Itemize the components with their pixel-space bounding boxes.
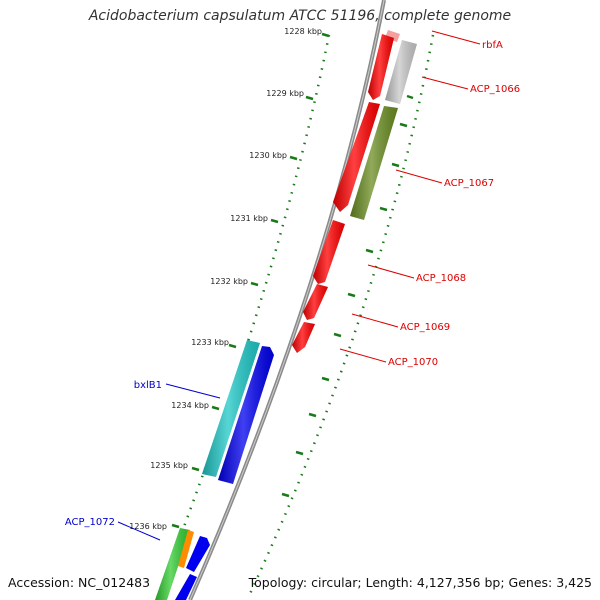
label-leader-lines — [117, 30, 481, 541]
ruler-labels: 1228 kbp 1229 kbp 1230 kbp 1231 kbp 1232… — [129, 27, 322, 531]
reverse-cds-track — [155, 40, 417, 600]
gene-label-ACP_1069[interactable]: ACP_1069 — [400, 322, 450, 333]
gene-labels: rbfA ACP_1066 ACP_1067 ACP_1068 ACP_1069… — [65, 40, 520, 528]
topology-text: Topology: circular; Length: 4,127,356 bp… — [248, 575, 592, 590]
gene-label-bxlB1[interactable]: bxlB1 — [134, 380, 162, 391]
cds-arrow-blue-2[interactable] — [186, 536, 210, 572]
ruler-tick-label: 1235 kbp — [150, 461, 188, 470]
outer-dotted-arc — [155, 34, 331, 599]
ruler-tick-label: 1233 kbp — [191, 338, 229, 347]
cds-arrow-orange[interactable] — [178, 530, 194, 568]
cds-arrow-blue-3[interactable] — [175, 574, 197, 600]
gene-label-ACP_1072[interactable]: ACP_1072 — [65, 517, 115, 528]
ruler-tick-label: 1229 kbp — [266, 89, 304, 98]
gene-label-rbfA[interactable]: rbfA — [482, 40, 503, 51]
gc-skew-dashes — [281, 94, 414, 498]
inner-dotted-arc — [246, 34, 435, 599]
gene-label-ACP_1067[interactable]: ACP_1067 — [444, 178, 494, 189]
ruler-tick-label: 1234 kbp — [171, 401, 209, 410]
accession-text: Accession: NC_012483 — [8, 575, 151, 590]
ruler-tick-label: 1232 kbp — [210, 277, 248, 286]
gene-label-ACP_1070[interactable]: ACP_1070 — [388, 357, 438, 368]
forward-cds-track — [292, 30, 400, 353]
ruler-tick-label: 1231 kbp — [230, 214, 268, 223]
ruler-tick-label: 1230 kbp — [249, 151, 287, 160]
ruler-tick-marks — [171, 32, 330, 529]
gene-label-ACP_1066[interactable]: ACP_1066 — [470, 84, 520, 95]
gene-label-ACP_1068[interactable]: ACP_1068 — [416, 273, 466, 284]
map-title: Acidobacterium capsulatum ATCC 51196, co… — [88, 8, 512, 24]
ruler-tick-label: 1236 kbp — [129, 522, 167, 531]
ruler-tick-label: 1228 kbp — [284, 27, 322, 36]
